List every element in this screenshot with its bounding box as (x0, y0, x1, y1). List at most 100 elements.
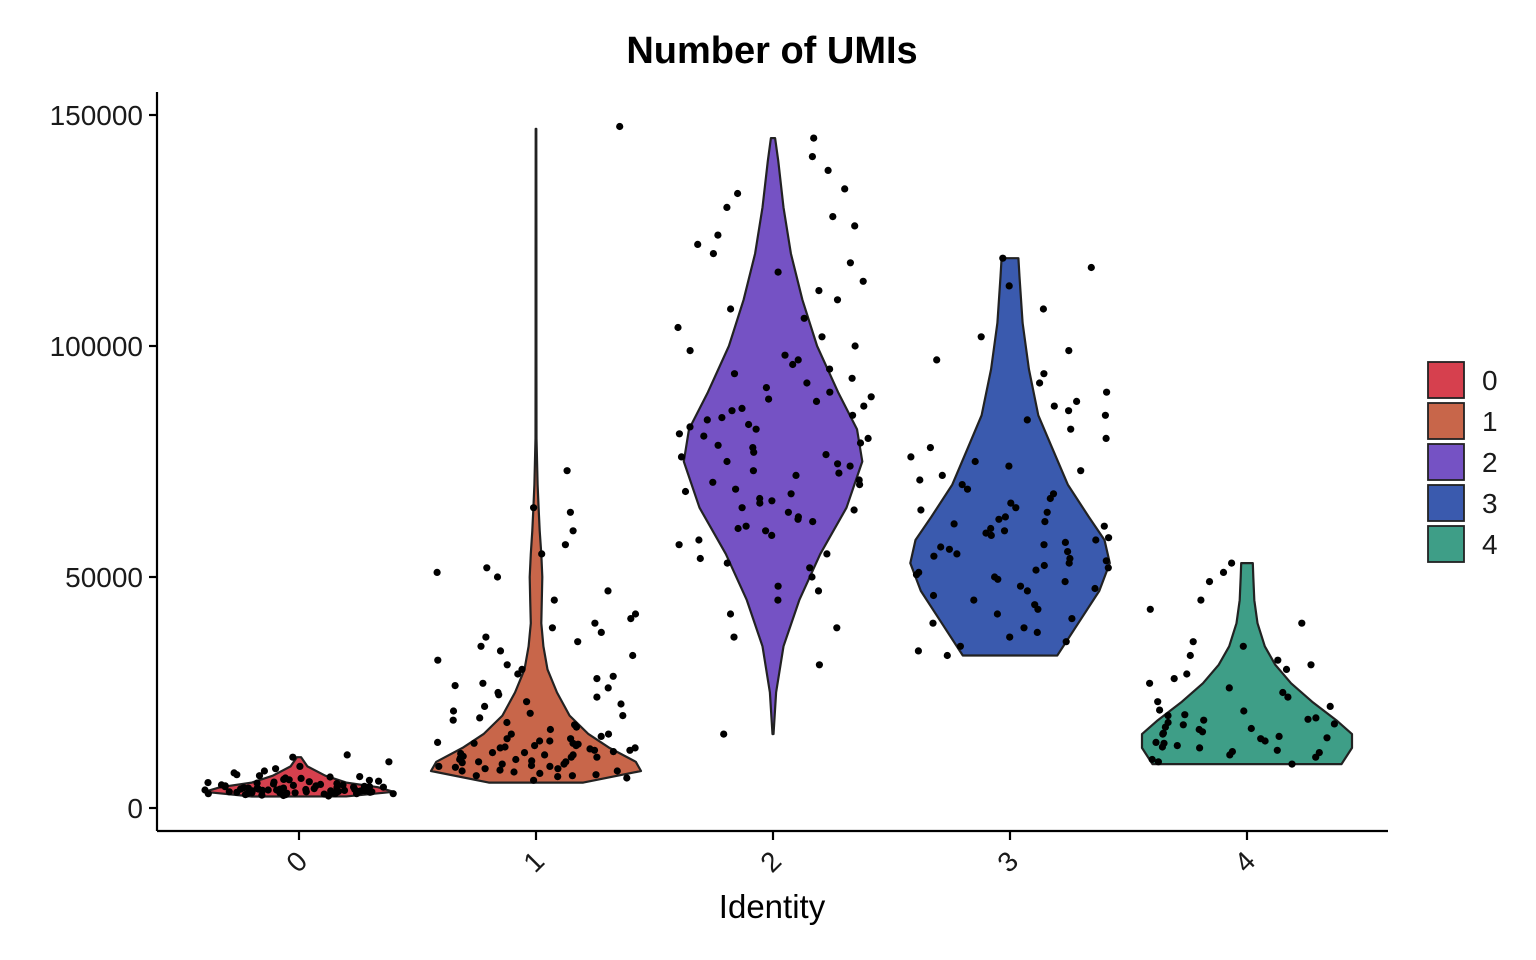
point-0 (339, 781, 347, 789)
point-0 (272, 765, 280, 773)
point-4 (1158, 743, 1166, 751)
point-4 (1152, 738, 1160, 747)
point-3 (1023, 587, 1031, 595)
point-2 (792, 471, 800, 479)
point-3 (1065, 407, 1073, 415)
point-2 (727, 305, 735, 313)
point-2 (803, 379, 811, 387)
point-4 (1279, 688, 1287, 697)
point-2 (686, 347, 694, 355)
point-3 (1067, 425, 1075, 433)
point-4 (1159, 729, 1167, 737)
point-3 (1040, 370, 1048, 378)
point-1 (496, 647, 505, 655)
point-1 (507, 730, 515, 738)
point-3 (1092, 536, 1100, 544)
point-3 (994, 575, 1002, 583)
point-1 (623, 774, 631, 782)
point-4 (1183, 670, 1191, 678)
point-2 (814, 587, 823, 595)
point-1 (574, 638, 582, 646)
legend-swatch-3 (1427, 484, 1465, 522)
point-1 (433, 568, 441, 577)
legend-label-1: 1 (1482, 406, 1498, 437)
point-1 (514, 670, 522, 678)
point-0 (296, 762, 304, 771)
point-4 (1247, 724, 1255, 733)
point-1 (488, 749, 497, 757)
point-2 (681, 487, 690, 496)
point-1 (550, 596, 558, 604)
point-3 (1023, 416, 1031, 424)
point-4 (1273, 746, 1281, 754)
point-3 (982, 529, 990, 537)
point-2 (723, 457, 731, 466)
point-2 (726, 610, 735, 618)
point-3 (938, 471, 946, 479)
point-4 (1154, 698, 1162, 706)
point-2 (677, 453, 686, 461)
point-0 (302, 788, 310, 796)
point-2 (703, 416, 711, 424)
point-1 (530, 504, 538, 512)
point-2 (849, 411, 857, 419)
point-1 (472, 772, 480, 780)
legend-swatch-0 (1427, 361, 1465, 399)
point-2 (732, 485, 740, 493)
point-2 (738, 404, 746, 412)
point-2 (850, 506, 858, 514)
point-2 (851, 342, 859, 350)
point-2 (824, 166, 832, 174)
point-2 (800, 314, 808, 322)
point-3 (1065, 347, 1073, 355)
point-3 (1032, 566, 1040, 574)
point-1 (493, 573, 502, 581)
x-tick-label: 1 (517, 845, 550, 878)
point-2 (855, 476, 863, 484)
point-1 (617, 700, 625, 708)
point-1 (503, 718, 511, 727)
point-3 (1062, 638, 1070, 646)
point-4 (1284, 693, 1292, 701)
legend-label-3: 3 (1482, 488, 1498, 519)
point-3 (1016, 582, 1025, 590)
point-3 (1077, 467, 1085, 475)
point-4 (1197, 596, 1205, 604)
point-2 (846, 462, 854, 470)
point-4 (1257, 735, 1265, 743)
legend-label-2: 2 (1482, 447, 1498, 478)
point-1 (434, 656, 442, 664)
point-0 (270, 778, 278, 786)
point-4 (1196, 744, 1204, 752)
x-tick-label: 3 (991, 845, 1024, 878)
point-4 (1274, 656, 1282, 664)
point-1 (574, 740, 582, 748)
point-1 (479, 679, 487, 687)
point-2 (718, 414, 726, 422)
point-3 (945, 545, 954, 553)
point-0 (316, 780, 325, 789)
point-2 (675, 541, 683, 549)
point-0 (253, 784, 261, 792)
y-tick-label: 50000 (65, 562, 143, 593)
point-2 (730, 370, 739, 378)
point-3 (1102, 434, 1110, 442)
point-2 (815, 287, 823, 295)
point-1 (592, 771, 600, 779)
point-0 (279, 784, 288, 792)
point-2 (728, 407, 736, 415)
point-3 (1031, 601, 1039, 609)
point-1 (627, 615, 635, 623)
point-0 (289, 781, 297, 790)
point-3 (1105, 534, 1113, 542)
point-3 (933, 356, 941, 364)
point-3 (1061, 578, 1069, 586)
legend-label-0: 0 (1482, 365, 1498, 396)
point-1 (483, 564, 491, 572)
point-1 (568, 772, 577, 780)
point-0 (230, 769, 238, 777)
point-2 (723, 203, 731, 211)
y-tick-label: 0 (127, 793, 143, 824)
point-2 (833, 624, 841, 632)
